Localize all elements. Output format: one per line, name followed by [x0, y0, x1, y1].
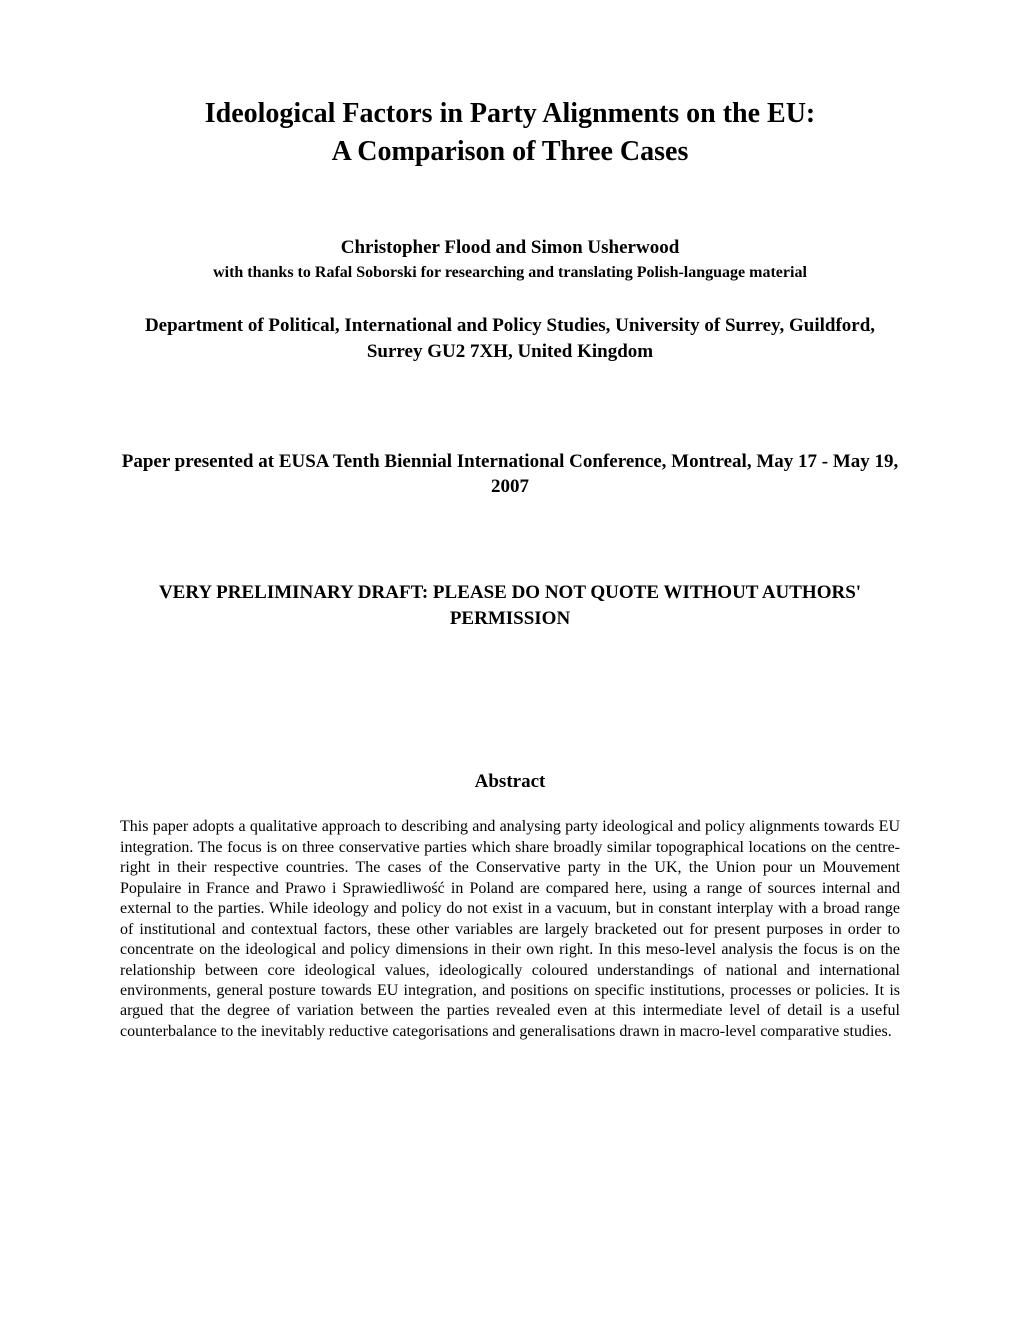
conference-info: Paper presented at EUSA Tenth Biennial I… [120, 449, 900, 500]
abstract-heading: Abstract [120, 771, 900, 793]
abstract-body: This paper adopts a qualitative approach… [120, 817, 900, 1042]
department-affiliation: Department of Political, International a… [120, 313, 900, 364]
thanks-line: with thanks to Rafal Soborski for resear… [120, 263, 900, 284]
authors-line: Christopher Flood and Simon Usherwood [120, 237, 900, 259]
draft-notice: VERY PRELIMINARY DRAFT: PLEASE DO NOT QU… [120, 580, 900, 631]
paper-title: Ideological Factors in Party Alignments … [120, 95, 900, 171]
